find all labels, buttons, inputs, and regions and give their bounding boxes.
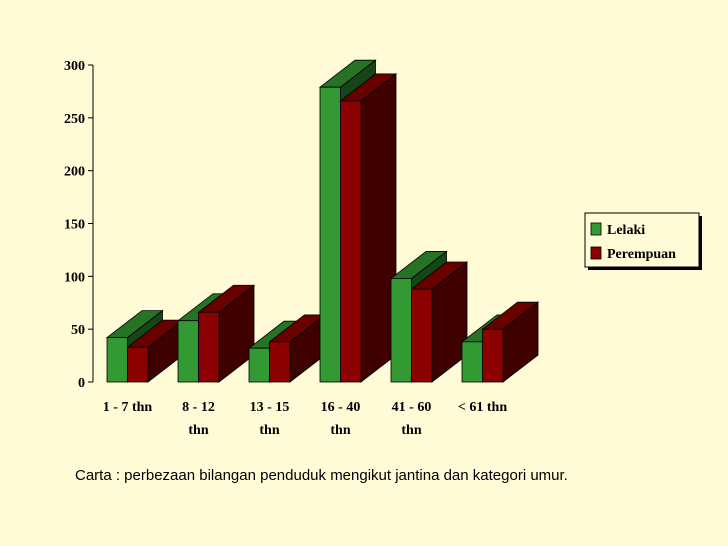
y-tick-label: 0 xyxy=(78,376,85,391)
bar-front xyxy=(461,341,483,383)
x-tick-label: thn xyxy=(188,423,208,438)
x-tick-label: thn xyxy=(259,423,279,438)
x-tick-label: thn xyxy=(401,423,421,438)
bar-front xyxy=(411,288,433,383)
bar xyxy=(481,301,540,383)
x-tick-label: < 61 thn xyxy=(458,400,507,415)
y-tick-label: 200 xyxy=(64,165,85,180)
bar-front xyxy=(248,347,270,383)
y-tick-label: 150 xyxy=(64,218,85,233)
x-tick-label: 41 - 60 xyxy=(392,400,432,415)
y-tick-label: 300 xyxy=(64,59,85,74)
bar-front xyxy=(390,278,412,383)
bar xyxy=(410,261,469,383)
bar-front xyxy=(106,337,128,383)
bar-front xyxy=(127,346,149,383)
x-tick-label: 8 - 12 xyxy=(182,400,215,415)
bar-front xyxy=(340,100,362,383)
bar-front xyxy=(198,311,220,383)
legend-swatch xyxy=(590,246,602,260)
x-tick-label: 16 - 40 xyxy=(321,400,361,415)
caption: Carta : perbezaan bilangan penduduk meng… xyxy=(75,467,568,484)
y-tick-label: 50 xyxy=(71,323,85,338)
legend-box xyxy=(584,212,700,268)
x-tick-label: 1 - 7 thn xyxy=(103,400,153,415)
bar xyxy=(339,73,398,383)
x-tick-label: 13 - 15 xyxy=(250,400,290,415)
legend-swatch xyxy=(590,222,602,236)
bar-front xyxy=(482,328,504,383)
y-tick-label: 250 xyxy=(64,112,85,127)
legend-label: Perempuan xyxy=(607,247,676,262)
bar xyxy=(197,284,256,383)
bar-front xyxy=(319,86,341,383)
bar-front xyxy=(177,320,199,383)
y-tick-label: 100 xyxy=(64,270,85,285)
legend-label: Lelaki xyxy=(607,223,645,238)
bar-front xyxy=(269,341,291,383)
bar xyxy=(268,314,327,383)
x-tick-label: thn xyxy=(330,423,350,438)
